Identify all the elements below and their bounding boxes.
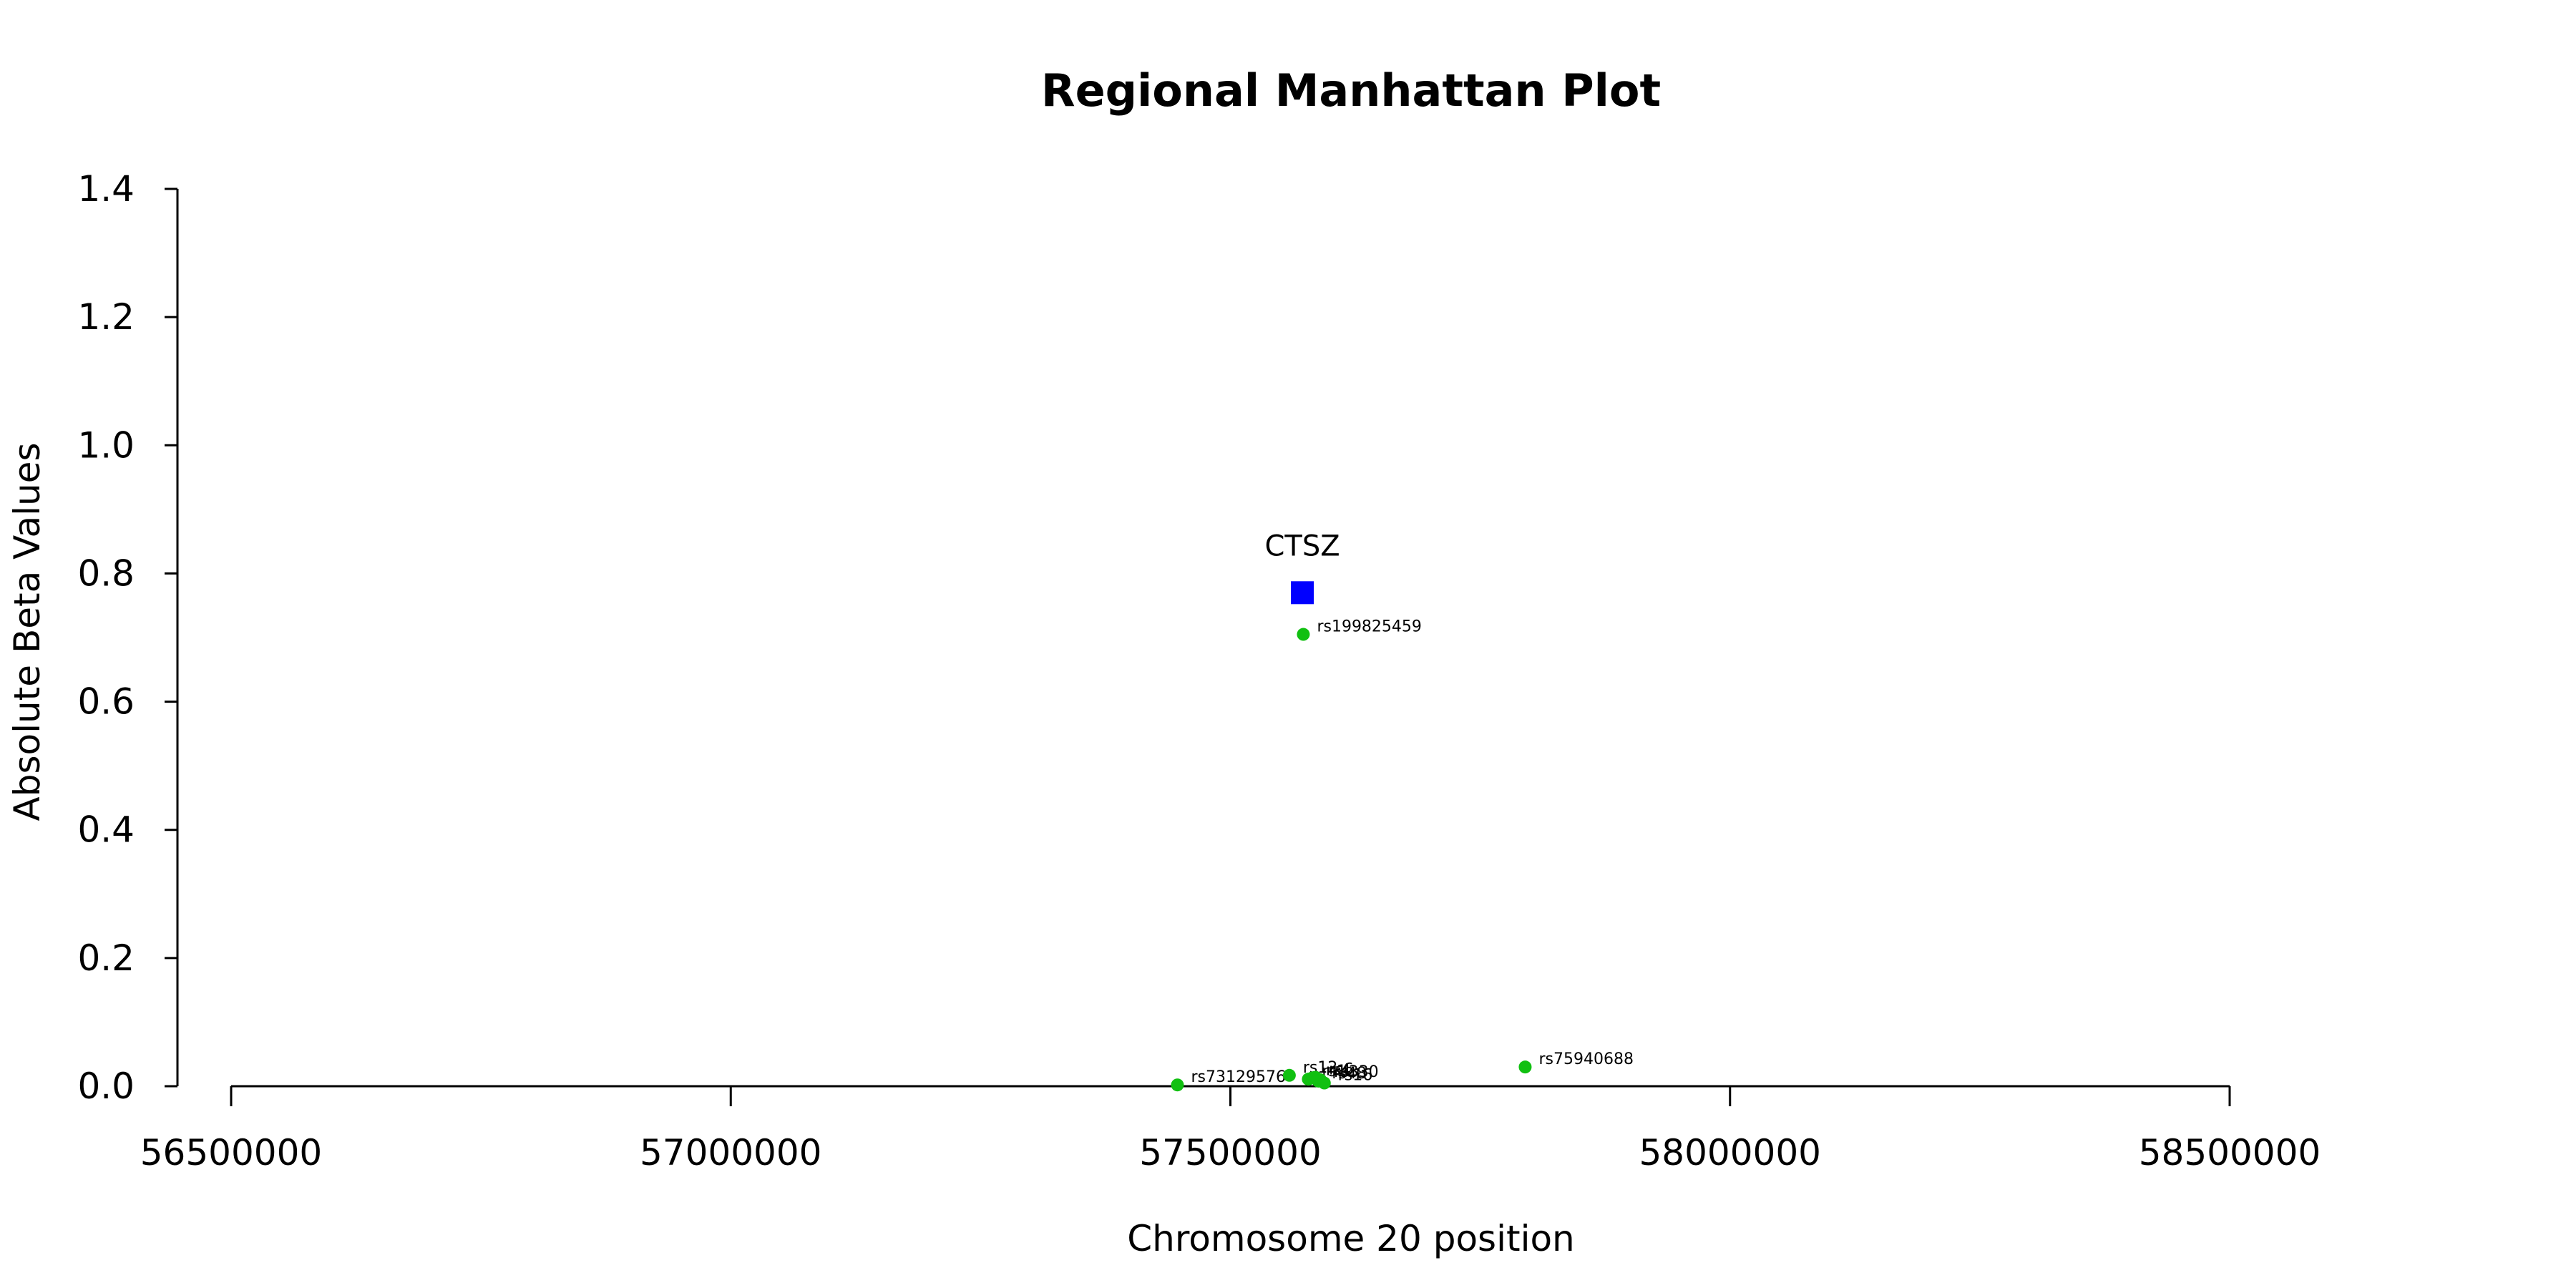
snp-point <box>1171 1078 1184 1092</box>
chart-title: Regional Manhattan Plot <box>1041 64 1661 117</box>
snp-point <box>1282 1068 1296 1082</box>
x-axis: 56500000 57000000 57500000 58000000 58500000 <box>140 1085 2321 1174</box>
snp-label: rs4 <box>1326 1061 1351 1079</box>
x-axis-ticks: 56500000 57000000 57500000 58000000 58500000 <box>140 1086 2321 1174</box>
snp-label: rs75940688 <box>1538 1050 1633 1068</box>
y-tick-label: 0.4 <box>77 809 135 851</box>
x-tick-label: 57000000 <box>640 1132 822 1174</box>
y-axis: 0.0 0.2 0.4 0.6 0.8 1.0 1.2 1.4 <box>77 168 179 1107</box>
gene-marker-layer: CTSZ <box>1264 530 1340 605</box>
snp-point <box>1518 1060 1532 1074</box>
data-points: rs199825459rs73129576rs12rs1rs4rs6rs330r… <box>1171 618 1634 1092</box>
snp-label: rs73129576 <box>1191 1068 1285 1086</box>
y-axis-ticks: 0.0 0.2 0.4 0.6 0.8 1.0 1.2 1.4 <box>77 168 177 1107</box>
snp-label: rs199825459 <box>1317 618 1421 636</box>
snp-label: rs16 <box>1338 1067 1373 1085</box>
y-tick-label: 0.8 <box>77 552 135 594</box>
gene-label: CTSZ <box>1264 530 1340 562</box>
y-tick-label: 1.4 <box>77 168 135 210</box>
snp-point <box>1297 628 1310 641</box>
snp-label: rs330 <box>1334 1063 1379 1081</box>
gene-marker <box>1291 581 1314 605</box>
y-tick-label: 0.0 <box>77 1065 135 1107</box>
x-tick-label: 56500000 <box>140 1132 323 1174</box>
snp-point <box>1317 1076 1331 1090</box>
x-tick-label: 57500000 <box>1139 1132 1322 1174</box>
snp-label: rs6 <box>1329 1060 1354 1078</box>
y-tick-label: 1.0 <box>77 424 135 466</box>
y-tick-label: 0.6 <box>77 681 135 723</box>
y-tick-label: 0.2 <box>77 937 135 979</box>
snp-label: rs48 <box>1332 1065 1367 1083</box>
x-axis-label: Chromosome 20 position <box>1127 1218 1575 1259</box>
y-tick-label: 1.2 <box>77 296 135 338</box>
x-tick-label: 58000000 <box>1639 1132 1822 1174</box>
y-axis-label: Absolute Beta Values <box>6 443 48 821</box>
x-tick-label: 58500000 <box>2139 1132 2321 1174</box>
